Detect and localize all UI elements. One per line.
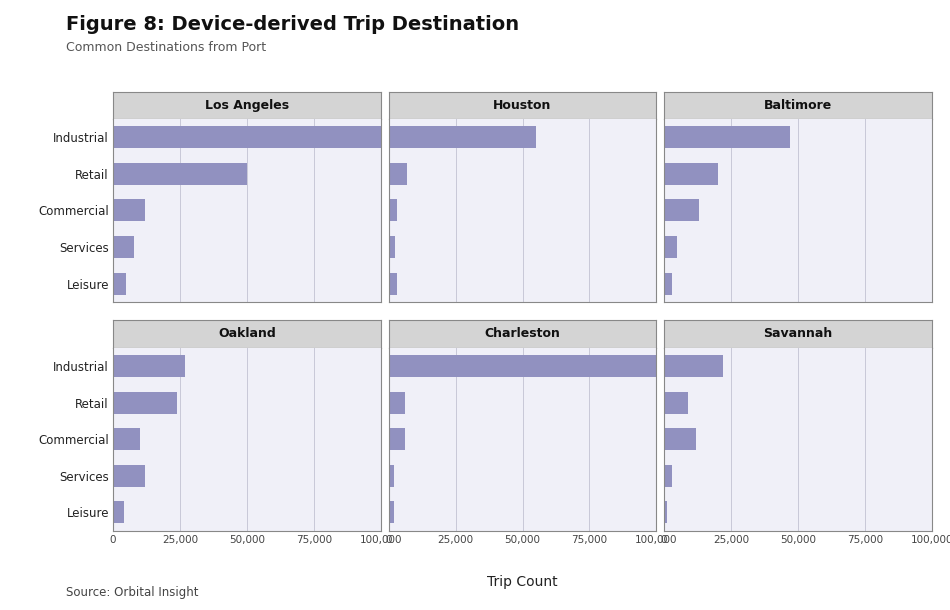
Bar	[113, 355, 185, 377]
Text: Houston: Houston	[493, 99, 552, 112]
Bar	[664, 163, 717, 185]
Bar	[113, 273, 126, 295]
Bar	[664, 465, 672, 487]
Bar	[389, 355, 670, 377]
Bar	[113, 501, 124, 523]
Bar	[664, 392, 688, 414]
Bar	[389, 199, 396, 221]
Bar	[389, 126, 536, 148]
Bar	[113, 392, 178, 414]
Bar	[389, 392, 405, 414]
Bar	[664, 273, 672, 295]
Bar	[389, 428, 405, 450]
Bar	[389, 163, 408, 185]
Bar	[664, 236, 677, 258]
Text: Charleston: Charleston	[484, 328, 560, 340]
Text: Figure 8: Device-derived Trip Destination: Figure 8: Device-derived Trip Destinatio…	[66, 15, 520, 34]
Bar	[389, 273, 396, 295]
Bar	[113, 236, 135, 258]
Text: Baltimore: Baltimore	[764, 99, 832, 112]
Bar	[664, 428, 696, 450]
Bar	[389, 236, 395, 258]
Text: Trip Count: Trip Count	[487, 575, 558, 589]
Text: Common Destinations from Port: Common Destinations from Port	[66, 41, 267, 54]
Text: Los Angeles: Los Angeles	[205, 99, 289, 112]
Bar	[664, 355, 723, 377]
Bar	[664, 199, 699, 221]
Bar	[113, 163, 247, 185]
Bar	[389, 465, 394, 487]
Bar	[113, 465, 145, 487]
Bar	[113, 428, 140, 450]
Bar	[389, 501, 394, 523]
Bar	[113, 126, 381, 148]
Bar	[664, 501, 667, 523]
Text: Source: Orbital Insight: Source: Orbital Insight	[66, 586, 199, 599]
Bar	[664, 126, 790, 148]
Text: Oakland: Oakland	[218, 328, 276, 340]
Bar	[113, 199, 145, 221]
Text: Savannah: Savannah	[764, 328, 832, 340]
